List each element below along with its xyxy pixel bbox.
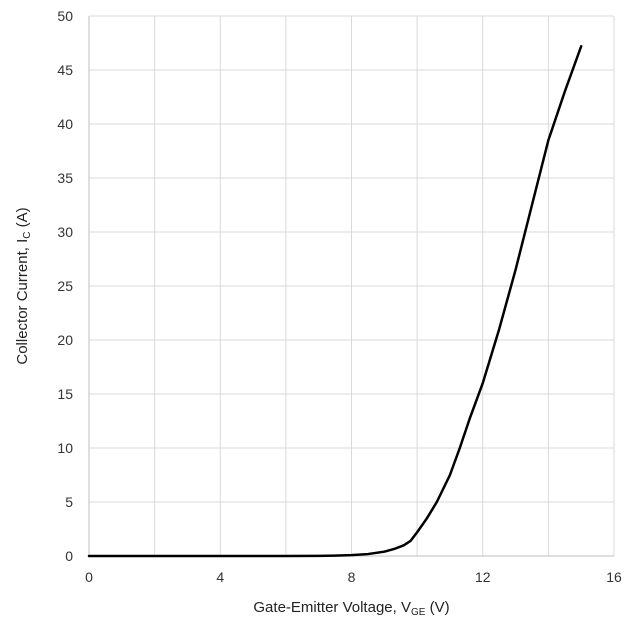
series-line [87,44,583,558]
y-axis-title-subscript: C [22,232,33,239]
y-tick-label: 30 [57,224,73,240]
y-tick-label: 50 [57,8,73,24]
x-tick-label: 16 [606,569,622,585]
x-tick-label: 4 [216,569,224,585]
y-tick-label: 40 [57,116,73,132]
y-axis-title-unit: (A) [14,207,31,231]
y-axis-title-main: Collector Current, I [14,239,31,365]
tick-labels: 0 4 8 12 16 0 5 10 15 20 25 30 35 40 45 50 [57,8,622,585]
x-axis-title-subscript: GE [411,607,426,618]
series-layer [87,44,583,558]
x-axis-title-unit: (V) [425,599,449,616]
x-tick-label: 0 [85,569,93,585]
y-tick-label: 15 [57,386,73,402]
y-tick-label: 45 [57,62,73,78]
x-tick-label: 12 [475,569,491,585]
y-tick-label: 5 [65,494,73,510]
y-axis-title: Collector Current, IC (A) [14,207,33,364]
y-tick-label: 0 [65,548,73,564]
y-tick-label: 10 [57,440,73,456]
y-tick-label: 35 [57,170,73,186]
y-tick-label: 20 [57,332,73,348]
x-axis-title-main: Gate-Emitter Voltage, V [253,599,411,616]
x-axis-title: Gate-Emitter Voltage, VGE (V) [253,599,449,618]
y-tick-label: 25 [57,278,73,294]
x-tick-label: 8 [348,569,356,585]
grid-layer [89,15,615,556]
